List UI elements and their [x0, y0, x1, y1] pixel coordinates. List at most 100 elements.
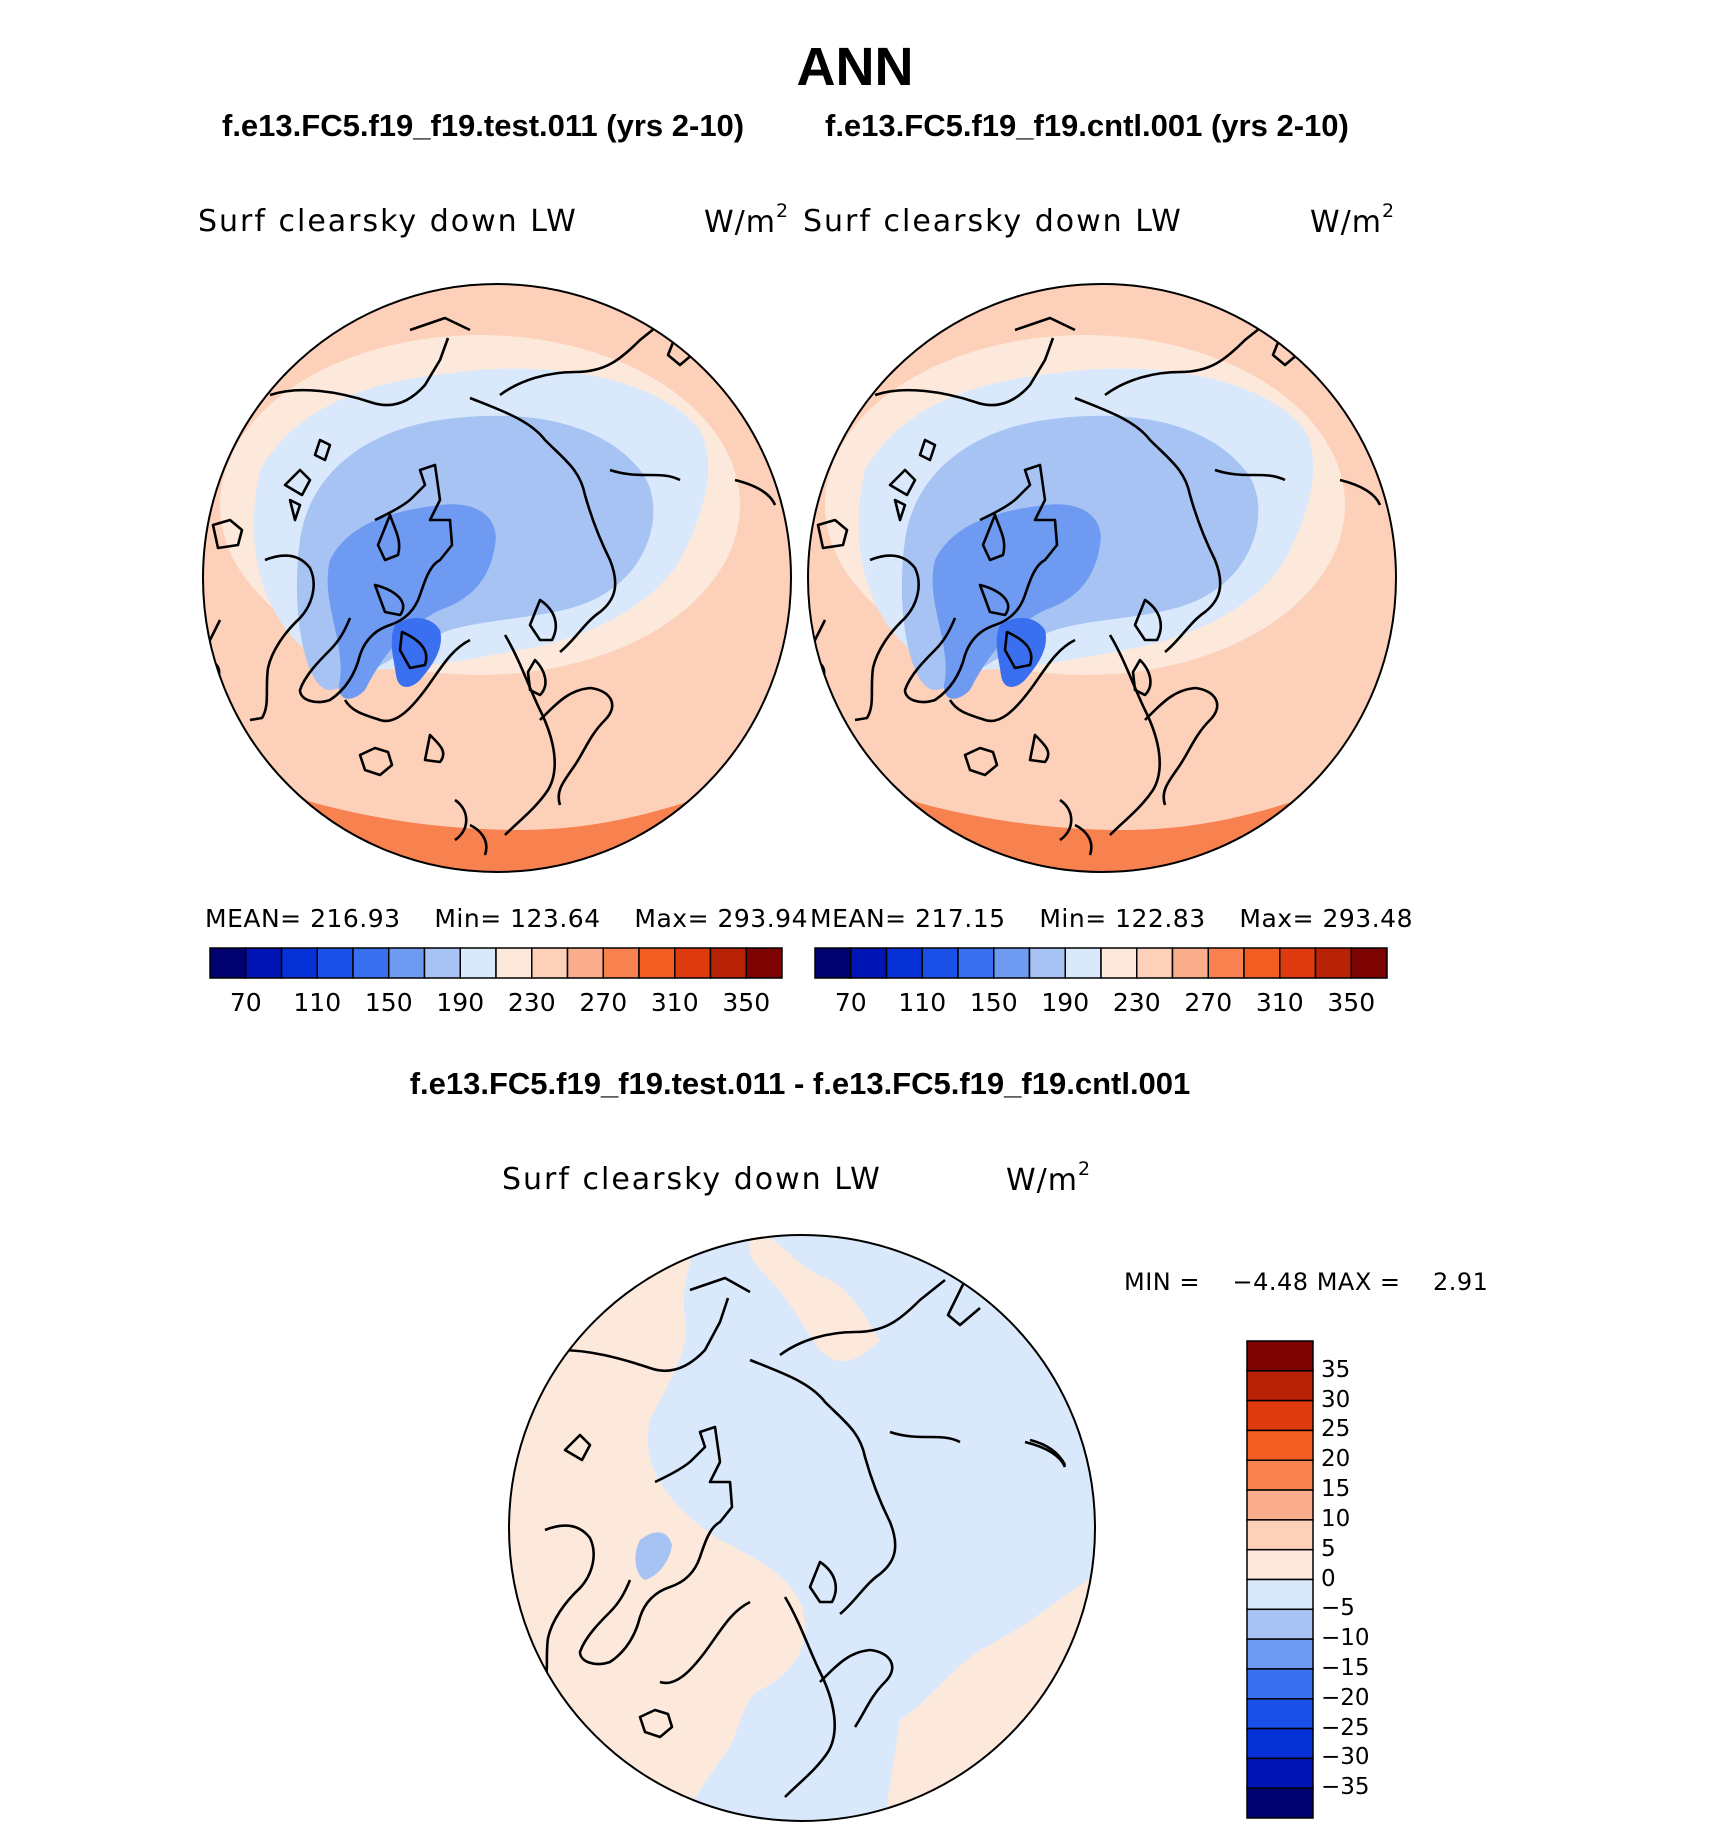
right-polar-map	[807, 283, 1397, 873]
difference-colorbar-box	[1246, 1608, 1314, 1640]
difference-colorbar-box	[1246, 1548, 1314, 1581]
difference-colorbar	[1246, 1340, 1314, 1819]
right-colorbar-box	[957, 947, 995, 979]
right-mean-label: MEAN=	[810, 904, 907, 933]
right-max-value: 293.48	[1322, 904, 1413, 933]
difference-colorbar-box	[1246, 1727, 1314, 1760]
left-max-label: Max=	[634, 904, 710, 933]
right-colorbar-box	[1028, 947, 1066, 979]
difference-colorbar-box	[1246, 1429, 1314, 1462]
diff-minmax: MIN = −4.48 MAX = 2.91	[1124, 1268, 1488, 1296]
figure-title: ANN	[796, 37, 914, 97]
right-colorbar-tick-label: 230	[1112, 988, 1161, 1017]
right-panel-run-title: f.e13.FC5.f19_f19.cntl.001 (yrs 2-10)	[825, 108, 1349, 143]
diff-variable-label: Surf clearsky down LW	[502, 1162, 882, 1197]
right-colorbar-box	[1243, 947, 1281, 979]
left-colorbar	[209, 947, 783, 979]
right-colorbar-tick-label: 190	[1041, 988, 1090, 1017]
difference-colorbar-box	[1246, 1668, 1314, 1700]
left-units-text: W/m	[704, 205, 776, 240]
difference-colorbar-box	[1246, 1370, 1314, 1402]
difference-colorbar-box	[1246, 1459, 1314, 1491]
right-colorbar-box	[885, 947, 923, 979]
left-colorbar-tick-label: 190	[436, 988, 485, 1017]
left-colorbar-tick-label: 230	[507, 988, 556, 1017]
left-min-value: 123.64	[510, 904, 601, 933]
difference-colorbar-box	[1246, 1489, 1314, 1521]
right-stats: MEAN= 217.15 Min= 122.83 Max= 293.48	[810, 904, 1413, 933]
right-colorbar-tick-label: 70	[834, 988, 867, 1017]
right-colorbar-box	[993, 947, 1031, 979]
left-mean-value: 216.93	[310, 904, 401, 933]
difference-colorbar-box	[1246, 1698, 1314, 1730]
difference-title: f.e13.FC5.f19_f19.test.011 - f.e13.FC5.f…	[409, 1066, 1191, 1101]
diff-units-label: W/m2	[1006, 1158, 1091, 1198]
right-colorbar-ticks: 70 110 150 190 230 270 310 350	[0, 988, 1710, 1020]
right-colorbar-tick-label: 110	[898, 988, 947, 1017]
right-min-label: Min=	[1039, 904, 1107, 933]
left-colorbar-tick-label: 350	[722, 988, 771, 1017]
left-colorbar-box	[352, 947, 390, 979]
right-colorbar-box	[1314, 947, 1352, 979]
left-units-exponent: 2	[776, 200, 790, 222]
left-units-label: W/m2	[704, 200, 789, 240]
left-colorbar-box	[566, 947, 604, 979]
diff-max-label: MAX =	[1316, 1268, 1401, 1296]
left-colorbar-ticks: 70 110 150 190 230 270 310 350	[0, 988, 1710, 1020]
difference-colorbar-box	[1246, 1757, 1314, 1789]
diff-min-label: MIN =	[1124, 1268, 1200, 1296]
left-colorbar-box	[602, 947, 640, 979]
right-variable-label: Surf clearsky down LW	[803, 204, 1183, 239]
right-mean-value: 217.15	[915, 904, 1006, 933]
left-panel-run-title: f.e13.FC5.f19_f19.test.011 (yrs 2-10)	[222, 108, 745, 143]
right-colorbar-tick-label: 310	[1255, 988, 1304, 1017]
right-units-text: W/m	[1310, 205, 1382, 240]
left-colorbar-tick-label: 150	[364, 988, 413, 1017]
left-variable-label: Surf clearsky down LW	[198, 204, 578, 239]
left-colorbar-box	[745, 947, 783, 979]
right-colorbar-box	[1064, 947, 1102, 979]
left-colorbar-tick-label: 310	[650, 988, 699, 1017]
left-mean-label: MEAN=	[205, 904, 302, 933]
right-colorbar-box	[1100, 947, 1138, 979]
right-units-exponent: 2	[1382, 200, 1396, 222]
left-colorbar-box	[388, 947, 426, 979]
right-colorbar	[814, 947, 1388, 979]
left-colorbar-box	[245, 947, 283, 979]
difference-colorbar-box	[1246, 1787, 1314, 1819]
difference-colorbar-box	[1246, 1578, 1314, 1611]
left-colorbar-tick-label: 70	[229, 988, 262, 1017]
right-colorbar-box	[814, 947, 852, 979]
left-polar-map	[202, 283, 792, 873]
left-colorbar-box	[316, 947, 354, 979]
difference-colorbar-box	[1246, 1519, 1314, 1551]
difference-colorbar-box	[1246, 1638, 1314, 1670]
diff-units-text: W/m	[1006, 1163, 1078, 1198]
right-colorbar-tick-label: 350	[1327, 988, 1376, 1017]
left-stats: MEAN= 216.93 Min= 123.64 Max= 293.94	[205, 904, 808, 933]
diff-min-value: −4.48	[1232, 1268, 1309, 1296]
left-colorbar-box	[638, 947, 676, 979]
right-max-label: Max=	[1239, 904, 1315, 933]
left-colorbar-tick-label: 110	[293, 988, 342, 1017]
left-colorbar-tick-label: 270	[579, 988, 628, 1017]
left-colorbar-box	[280, 947, 318, 979]
right-colorbar-box	[850, 947, 888, 979]
diff-units-exponent: 2	[1078, 1158, 1092, 1180]
right-colorbar-box	[1136, 947, 1174, 979]
left-min-label: Min=	[434, 904, 502, 933]
left-colorbar-box	[209, 947, 247, 979]
left-max-value: 293.94	[717, 904, 808, 933]
difference-colorbar-box	[1246, 1340, 1314, 1372]
left-colorbar-box	[495, 947, 533, 979]
diff-max-value: 2.91	[1433, 1268, 1489, 1296]
right-colorbar-box	[1207, 947, 1245, 979]
right-colorbar-tick-label: 150	[969, 988, 1018, 1017]
right-colorbar-box	[1350, 947, 1388, 979]
right-colorbar-tick-label: 270	[1184, 988, 1233, 1017]
right-min-value: 122.83	[1115, 904, 1206, 933]
difference-colorbar-box	[1246, 1399, 1314, 1432]
right-colorbar-box	[921, 947, 959, 979]
right-units-label: W/m2	[1310, 200, 1395, 240]
